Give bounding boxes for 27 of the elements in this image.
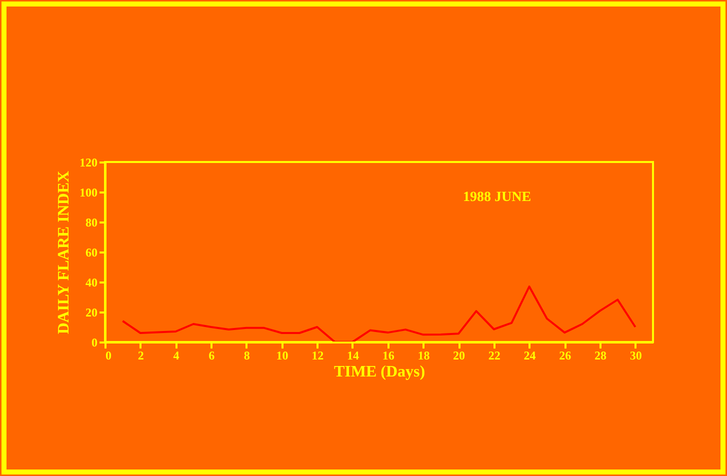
y-tick-label: 60 [86,246,98,260]
y-tick-label: 20 [86,306,98,320]
x-tick-label: 2 [138,348,144,362]
x-axis-title: TIME (Days) [334,364,426,380]
y-tick-label: 120 [80,156,98,170]
x-tick-label: 0 [106,348,112,362]
x-tick-label: 12 [312,348,324,362]
x-tick-label: 30 [630,348,642,362]
y-tick-label: 100 [80,186,98,200]
x-tick-label: 6 [208,348,215,362]
annotation: 1988 JUNE [462,190,532,205]
x-tick-label: 20 [453,348,466,362]
x-tick-label: 16 [382,348,394,362]
x-tick-label: 26 [559,348,572,362]
y-tick-label: 40 [86,276,98,290]
x-tick-label: 8 [244,348,250,362]
x-tick-label: 22 [488,348,500,362]
y-tick-label: 80 [86,216,98,230]
y-axis-title: DAILY FLARE INDEX [56,170,72,334]
line-series [122,286,636,343]
x-tick-label: 28 [594,348,606,362]
x-tick-label: 18 [418,348,430,362]
x-tick-label: 24 [524,348,536,362]
x-tick-label: 14 [346,348,359,362]
x-tick-label: 10 [276,348,288,362]
x-tick-label: 4 [173,348,180,362]
y-tick-label: 0 [92,336,98,350]
